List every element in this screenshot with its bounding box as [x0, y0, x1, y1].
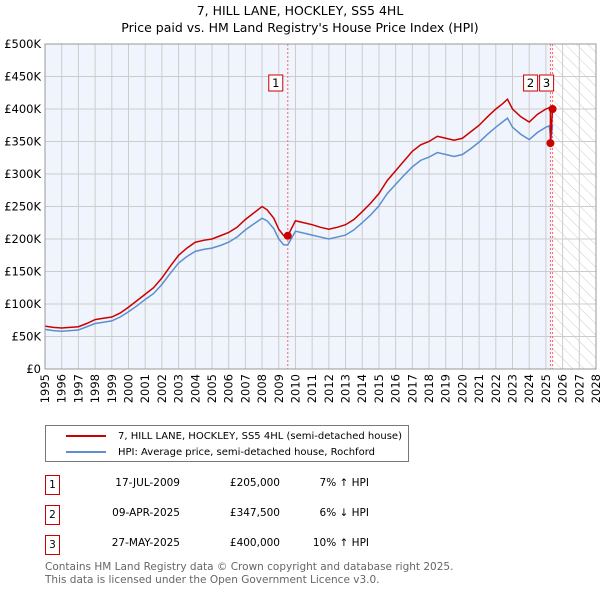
y-tick-label: £450K [4, 70, 41, 84]
x-tick-label: 2018 [422, 374, 436, 403]
sale-point [546, 139, 555, 148]
sale-marker-box [268, 74, 284, 92]
footer: Contains HM Land Registry data © Crown c… [45, 561, 453, 587]
x-tick-label: 2003 [172, 374, 186, 403]
x-tick-label: 1997 [71, 374, 85, 403]
x-tick-label: 2000 [121, 374, 135, 403]
x-tick-label: 2002 [155, 374, 169, 403]
property-line [44, 98, 554, 329]
chart-subtitle: Price paid vs. HM Land Registry's House … [121, 20, 479, 35]
chart-title: 7, HILL LANE, HOCKLEY, SS5 4HL [196, 3, 404, 18]
x-tick-label: 2017 [405, 374, 419, 403]
sale-number: 3 [45, 535, 60, 555]
x-tick-label: 2024 [522, 374, 536, 403]
sale-marker-box [539, 74, 555, 92]
sale-number: 2 [45, 505, 60, 525]
x-tick-label: 2022 [489, 374, 503, 403]
y-tick-label: £350K [4, 135, 41, 149]
y-tick-label: £250K [4, 200, 41, 214]
x-tick-label: 2007 [238, 374, 252, 403]
x-tick-label: 1996 [55, 374, 69, 403]
x-tick-label: 2001 [138, 374, 152, 403]
x-tick-label: 2011 [305, 374, 319, 403]
x-tick-label: 2010 [288, 374, 302, 403]
x-tick-label: 2012 [322, 374, 336, 403]
x-tick-label: 2014 [355, 374, 369, 403]
x-tick-label: 2016 [389, 374, 403, 403]
x-tick-label: 2019 [439, 374, 453, 403]
sale-marker-box [523, 74, 539, 92]
footer-line: This data is licensed under the Open Gov… [45, 574, 380, 586]
x-tick-label: 2027 [572, 374, 586, 403]
x-tick-label: 2020 [455, 374, 469, 403]
sale-marker-label: 2 [527, 76, 534, 90]
footer-line: Contains HM Land Registry data © Crown c… [45, 561, 454, 573]
x-tick-label: 2005 [205, 374, 219, 403]
y-tick-label: £150K [4, 265, 41, 279]
sale-hpi: 10% ↑ HPI [312, 537, 369, 549]
hpi-line [44, 116, 554, 333]
legend: 7, HILL LANE, HOCKLEY, SS5 4HL (semi-det… [45, 425, 409, 462]
price-chart: 1995 1996 1997 1998 1999 2000 2001 2002 2003 2004… [4, 37, 600, 403]
y-tick-label: £400K [4, 102, 41, 116]
x-tick-label: 2026 [556, 374, 570, 403]
x-tick-label: 2015 [372, 374, 386, 403]
hpi-swatch [66, 451, 106, 453]
sale-row: 3 27-MAY-2025 £400,000 10% ↑ HPI [45, 535, 545, 555]
sale-marker-label: 1 [272, 76, 279, 90]
property-swatch [66, 435, 106, 437]
y-tick-label: £100K [4, 297, 41, 311]
x-tick-label: 2008 [255, 374, 269, 403]
x-tick-label: 2025 [539, 374, 553, 403]
x-tick-label: 1995 [38, 374, 52, 403]
sale-date: 17-JUL-2009 [115, 477, 180, 489]
plot-border [44, 43, 597, 370]
sale-row: 2 09-APR-2025 £347,500 6% ↓ HPI [45, 505, 545, 525]
x-tick-label: 2006 [222, 374, 236, 403]
y-tick-label: £500K [4, 37, 41, 51]
y-tick-label: £50K [12, 330, 42, 344]
sale-price: £347,500 [229, 507, 280, 519]
y-tick-label: £300K [4, 167, 41, 181]
sale-row: 1 17-JUL-2009 £205,000 7% ↑ HPI [45, 475, 545, 495]
x-tick-label: 2021 [472, 374, 486, 403]
sale-hpi: 6% ↓ HPI [319, 507, 369, 519]
x-tick-label: 1998 [88, 374, 102, 403]
legend-hpi: HPI: Average price, semi-detached house,… [118, 446, 375, 458]
sale-price: £400,000 [229, 537, 280, 549]
x-tick-label: 2004 [188, 374, 202, 403]
sale-point [548, 105, 557, 113]
sale-hpi: 7% ↑ HPI [319, 477, 369, 489]
y-tick-label: £0 [26, 362, 41, 376]
x-tick-label: 2009 [272, 374, 286, 403]
sale-price: £205,000 [229, 477, 280, 489]
sale-point [283, 231, 292, 240]
x-tick-label: 2028 [589, 374, 600, 403]
x-tick-label: 2013 [339, 374, 353, 403]
sale-date: 09-APR-2025 [112, 507, 180, 519]
sale-marker-label: 3 [543, 76, 550, 90]
x-tick-label: 1999 [105, 374, 119, 403]
sale-date: 27-MAY-2025 [111, 537, 180, 549]
x-tick-label: 2023 [506, 374, 520, 403]
legend-property: 7, HILL LANE, HOCKLEY, SS5 4HL (semi-det… [118, 430, 402, 442]
y-tick-label: £200K [4, 232, 41, 246]
sale-number: 1 [45, 475, 60, 495]
